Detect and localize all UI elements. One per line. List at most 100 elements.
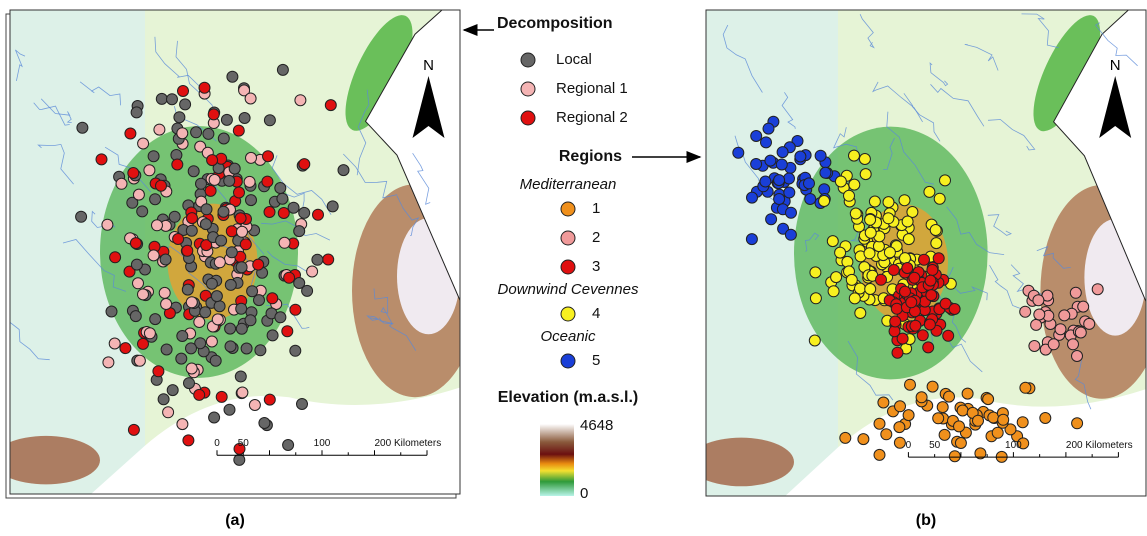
station-dot xyxy=(882,212,895,225)
station-dot xyxy=(239,238,252,251)
jura xyxy=(345,15,413,131)
pyrenees xyxy=(706,437,794,487)
station-dot xyxy=(147,150,160,163)
station-dot xyxy=(775,158,788,171)
station-dot xyxy=(854,307,867,319)
river xyxy=(1021,13,1059,49)
river xyxy=(781,92,796,129)
station-dot xyxy=(177,85,189,97)
station-dot xyxy=(225,225,238,238)
station-dot xyxy=(263,393,276,406)
station-dot xyxy=(262,150,274,163)
station-dot xyxy=(213,300,226,313)
station-dot xyxy=(298,206,311,219)
station-dot xyxy=(1016,416,1029,429)
river xyxy=(883,137,895,170)
station-dot xyxy=(904,378,916,391)
station-dot xyxy=(1069,286,1082,299)
legend-label: 1 xyxy=(592,200,600,217)
legend-swatch xyxy=(560,306,576,322)
station-dot xyxy=(149,313,162,326)
station-dot xyxy=(894,400,906,413)
legend: Decomposition Local Regional 1 Regional 2 Re… xyxy=(462,15,702,502)
station-dot xyxy=(181,244,194,257)
river xyxy=(872,81,923,123)
station-dot xyxy=(127,167,140,179)
station-dot xyxy=(1028,340,1041,352)
station-dot xyxy=(936,401,949,414)
station-dot xyxy=(124,127,137,140)
station-dot xyxy=(127,423,140,436)
station-dot xyxy=(143,327,156,340)
panel-frame xyxy=(9,9,461,495)
station-dot xyxy=(1039,412,1052,424)
station-dot xyxy=(253,294,265,307)
station-dot xyxy=(200,239,213,252)
station-dot xyxy=(926,264,939,276)
station-dot xyxy=(158,286,171,299)
legend-group: Oceanic xyxy=(540,328,596,345)
station-dot xyxy=(773,174,786,187)
station-dot xyxy=(207,108,220,121)
station-dot xyxy=(298,158,311,171)
station-dot xyxy=(845,273,858,286)
station-dot xyxy=(232,124,245,137)
station-dot xyxy=(814,149,827,162)
river xyxy=(271,155,332,215)
station-dot xyxy=(236,386,249,399)
station-dot xyxy=(915,391,928,404)
station-dot xyxy=(235,302,248,315)
river xyxy=(886,111,934,185)
station-dot xyxy=(223,403,236,416)
station-dot xyxy=(200,203,213,216)
station-dot xyxy=(764,154,777,167)
station-dot xyxy=(215,390,228,403)
station-dot xyxy=(1071,417,1084,430)
river xyxy=(37,143,74,185)
legend-group: Mediterranean xyxy=(520,176,617,193)
station-dot xyxy=(208,173,221,186)
scale-label: 100 xyxy=(1005,440,1022,451)
station-dot xyxy=(277,207,290,219)
station-dot xyxy=(875,273,887,286)
station-dot xyxy=(109,251,122,264)
station-dot xyxy=(843,189,855,202)
station-dot xyxy=(105,305,118,318)
station-dot xyxy=(848,292,861,305)
station-dot xyxy=(179,98,192,111)
station-dot xyxy=(902,233,915,246)
legend-swatch xyxy=(520,81,536,97)
border xyxy=(1052,10,1146,302)
station-dot xyxy=(938,428,951,441)
river xyxy=(929,62,949,87)
station-dot xyxy=(238,112,251,124)
station-dot xyxy=(942,329,955,342)
station-dot xyxy=(176,418,189,431)
station-dot xyxy=(932,412,945,425)
station-dot xyxy=(783,172,795,185)
station-dot xyxy=(785,206,797,219)
station-dot xyxy=(784,228,797,241)
map-panel xyxy=(706,10,1146,496)
station-dot xyxy=(173,111,186,124)
station-dot xyxy=(233,186,245,199)
station-dot xyxy=(924,274,937,287)
station-dot xyxy=(228,162,241,175)
station-dot xyxy=(244,314,257,327)
river xyxy=(1036,245,1071,269)
station-dot xyxy=(149,193,162,206)
station-dot xyxy=(263,206,276,218)
station-dot xyxy=(220,113,233,126)
station-dot xyxy=(217,132,230,145)
elevation-max: 4648 xyxy=(580,417,613,434)
station-dot xyxy=(922,341,935,354)
river xyxy=(989,265,1025,311)
station-dot xyxy=(803,177,815,190)
station-dot xyxy=(873,448,886,461)
station-dot xyxy=(776,146,789,159)
station-dot xyxy=(916,329,929,342)
station-dot xyxy=(172,233,185,245)
station-dot xyxy=(287,201,300,214)
station-dot xyxy=(809,266,822,279)
legend-label: 2 xyxy=(592,229,600,246)
